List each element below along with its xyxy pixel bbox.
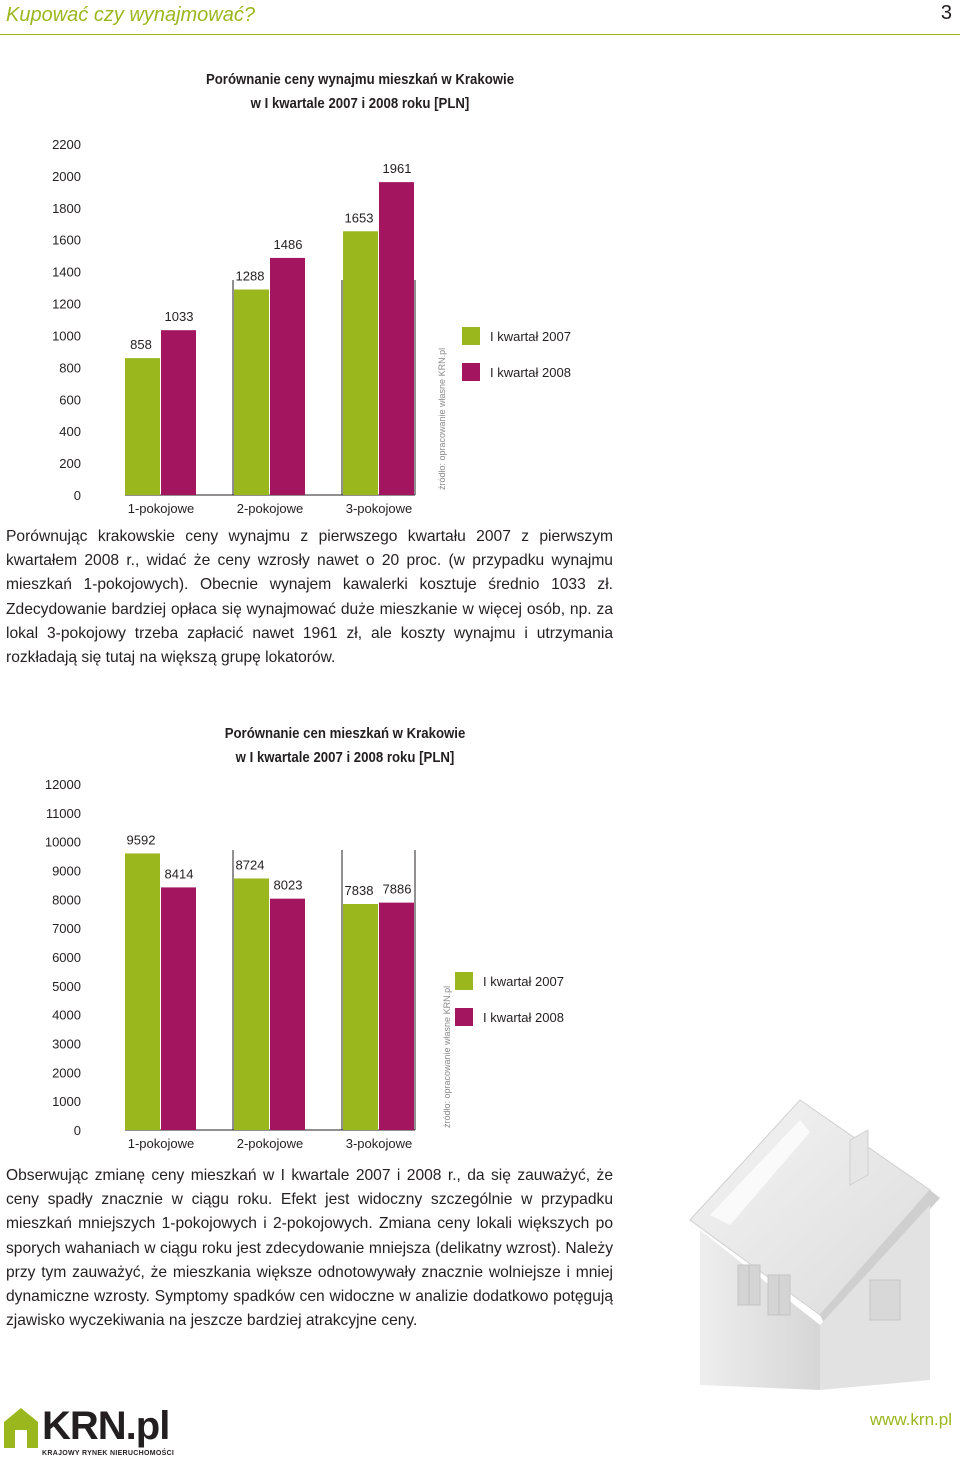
chart1-bar [234, 289, 269, 495]
chart1-bar [379, 182, 414, 496]
chart2-ytick-label: 5000 [52, 979, 81, 994]
header-rule [0, 34, 960, 35]
chart2-ytick-label: 4000 [52, 1008, 81, 1023]
chart2-data-label: 8023 [274, 878, 303, 893]
document-title: Kupować czy wynajmować? [6, 4, 255, 26]
chart2-bar [343, 904, 378, 1130]
chart1-ytick-label: 1800 [52, 201, 81, 216]
chart2-legend-label: I kwartał 2007 [483, 974, 564, 989]
chart1-title-line2: w I kwartale 2007 i 2008 roku [PLN] [250, 95, 470, 112]
chart1-title-line1: Porównanie ceny wynajmu mieszkań w Krako… [205, 71, 515, 88]
chart2-bar [234, 878, 269, 1130]
chart2-ytick-label: 9000 [52, 864, 81, 879]
chart2-legend-swatch [455, 1008, 473, 1026]
paragraph-rent-analysis: Porównując krakowskie ceny wynajmu z pie… [6, 528, 613, 667]
chart2-ytick-label: 12000 [45, 777, 81, 792]
chart2-category-label: 3-pokojowe [346, 1136, 413, 1151]
chart1-data-label: 858 [130, 337, 152, 352]
chart2-ytick-label: 3000 [52, 1037, 81, 1052]
chart2-source-note: źródło: opracowanie własne KRN.pl [442, 986, 452, 1128]
chart1-data-label: 1033 [165, 309, 194, 324]
chart1-ytick-label: 2200 [52, 137, 81, 152]
chart2-bar [379, 902, 414, 1130]
chart2-ytick-label: 2000 [52, 1065, 81, 1080]
chart2-ytick-label: 11000 [46, 806, 81, 821]
chart1-bar [343, 231, 378, 495]
chart2-category-label: 2-pokojowe [237, 1136, 304, 1151]
chart2-title-line2: w I kwartale 2007 i 2008 roku [PLN] [235, 749, 455, 766]
chart1-legend-swatch [462, 363, 480, 381]
chart2-ytick-label: 6000 [52, 950, 81, 965]
page-number: 3 [940, 2, 952, 24]
logo-house-icon [4, 1408, 38, 1448]
chart2-data-label: 8414 [165, 866, 194, 881]
chart1-ytick-label: 2000 [52, 169, 81, 184]
chart1-rent-prices: 0 200 400 600 800 1000 1200 1400 1600 1800 2000 220… [52, 137, 571, 516]
chart2-bar [125, 853, 160, 1130]
house-illustration [689, 1099, 940, 1390]
chart2-data-label: 7886 [383, 882, 412, 897]
chart1-ytick-label: 200 [59, 456, 81, 471]
chart2-ytick-label: 8000 [52, 892, 81, 907]
chart1-ytick-label: 1600 [52, 233, 81, 248]
chart2-title-line1: Porównanie cen mieszkań w Krakowie [224, 725, 466, 742]
chart1-category-label: 2-pokojowe [237, 501, 304, 516]
chart1-ytick-label: 600 [59, 392, 81, 407]
chart2-ytick-label: 10000 [45, 835, 81, 850]
chart2-legend-label: I kwartał 2008 [483, 1010, 564, 1025]
chart2-bar [161, 887, 196, 1130]
chart1-ytick-label: 1000 [52, 328, 81, 343]
chart2-bar [270, 898, 305, 1130]
chart1-data-label: 1288 [236, 269, 265, 284]
chart1-ytick-label: 1200 [52, 297, 81, 312]
chart2-data-label: 7838 [345, 883, 374, 898]
chart2-title: Porównanie cen mieszkań w Krakowie w I k… [165, 722, 526, 770]
chart2-ytick-label: 1000 [52, 1094, 81, 1109]
paragraph-price-analysis: Obserwując zmianę ceny mieszkań w I kwar… [6, 1167, 613, 1330]
footer-logo-subtitle: KRAJOWY RYNEK NIERUCHOMOŚCI [42, 1450, 175, 1457]
chart1-legend-label: I kwartał 2008 [490, 365, 571, 380]
chart2-ytick-label: 7000 [52, 921, 81, 936]
chart1-legend-swatch [462, 327, 480, 345]
chart1-ytick-label: 0 [74, 488, 81, 503]
chart1-data-label: 1653 [345, 210, 374, 225]
chart2-legend-swatch [455, 972, 473, 990]
chart1-source-note: źródło: opracowanie własne KRN.pl [437, 348, 447, 490]
chart1-legend-label: I kwartał 2007 [490, 329, 571, 344]
chart2-ytick-label: 0 [74, 1123, 81, 1138]
chart1-bar [125, 358, 160, 495]
chart2-sale-prices: 0 1000 2000 3000 4000 5000 6000 7000 8000 9000 100… [45, 777, 564, 1151]
chart1-ytick-label: 400 [59, 424, 81, 439]
chart1-bar [270, 257, 305, 495]
chart2-category-label: 1-pokojowe [128, 1136, 195, 1151]
chart1-ytick-label: 800 [59, 360, 81, 375]
chart2-data-label: 8724 [236, 857, 265, 872]
chart1-data-label: 1486 [274, 237, 303, 252]
footer-logo: KRN.pl [42, 1404, 170, 1448]
chart2-data-label: 9592 [127, 832, 156, 847]
chart1-category-label: 1-pokojowe [128, 501, 195, 516]
footer-url: www.krn.pl [869, 1410, 952, 1429]
chart1-category-label: 3-pokojowe [346, 501, 413, 516]
chart1-ytick-label: 1400 [52, 265, 81, 280]
chart1-data-label: 1961 [383, 161, 412, 176]
chart1-title: Porównanie ceny wynajmu mieszkań w Krako… [175, 68, 545, 116]
chart1-bar [161, 330, 196, 495]
